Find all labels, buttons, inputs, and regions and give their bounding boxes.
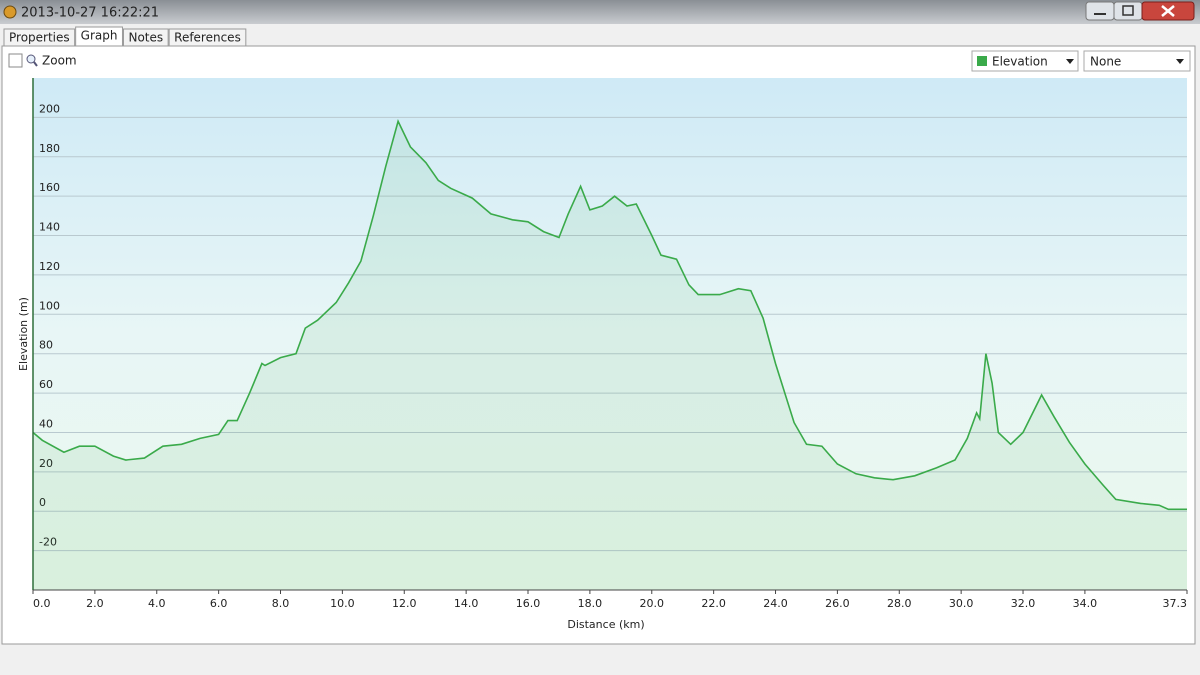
chart: -20 0 20 40 60 80 100 120 140 160 180 200 0.0 2.0 4.0 6…	[32, 78, 1188, 610]
x-tick-label: 10.0	[330, 597, 355, 610]
x-tick-label: 4.0	[148, 597, 166, 610]
y-tick-label: 20	[39, 457, 53, 470]
x-tick-label: 14.0	[454, 597, 479, 610]
x-tick-label: 26.0	[825, 597, 850, 610]
y-tick-label: 60	[39, 378, 53, 391]
window-title: 2013-10-27 16:22:21	[21, 6, 159, 21]
x-tick-label: 24.0	[763, 597, 788, 610]
zoom-icon-handle	[33, 61, 38, 67]
dropdown-arrow	[1066, 59, 1074, 64]
x-tick-label: 8.0	[272, 597, 290, 610]
x-tick-label: 37.3	[1163, 597, 1188, 610]
close-glyph	[1161, 5, 1175, 17]
x-tick-label: 34.0	[1073, 597, 1098, 610]
y-tick-label: 100	[39, 299, 60, 312]
x-tick-label: 30.0	[949, 597, 974, 610]
dropdown-arrow	[1176, 59, 1184, 64]
tab-strip: Properties Graph Notes References	[3, 26, 247, 47]
tab-label: Properties	[9, 31, 70, 45]
y-tick-label: 120	[39, 260, 60, 273]
series-dropdown[interactable]	[971, 50, 1079, 72]
zoom-checkbox[interactable]	[8, 53, 23, 68]
y-axis-title: Elevation (m)	[17, 297, 30, 371]
zoom-icon	[26, 54, 36, 64]
y-tick-label: 80	[39, 339, 53, 352]
x-tick-label: 0.0	[33, 597, 51, 610]
app-icon	[3, 5, 17, 19]
tab-label: References	[174, 31, 241, 45]
x-tick-label: 16.0	[516, 597, 541, 610]
y-tick-label: 200	[39, 102, 60, 115]
y-tick-label: 0	[39, 496, 46, 509]
x-tick-label: 18.0	[578, 597, 603, 610]
plot-area	[33, 78, 1187, 590]
second-series-dropdown[interactable]	[1083, 50, 1191, 72]
restore-button[interactable]	[1113, 1, 1143, 21]
x-tick-label: 28.0	[887, 597, 912, 610]
y-tick-label: 40	[39, 417, 53, 430]
x-tick-label: 20.0	[640, 597, 665, 610]
x-tick-label: 32.0	[1011, 597, 1036, 610]
legend-swatch	[977, 56, 987, 66]
tab-label: Graph	[81, 29, 118, 43]
y-tick-label: -20	[39, 536, 57, 549]
x-tick-label: 2.0	[86, 597, 104, 610]
x-tick-label: 22.0	[701, 597, 726, 610]
tab-label: Notes	[128, 31, 163, 45]
legend-label: Elevation	[992, 55, 1048, 69]
y-tick-label: 160	[39, 181, 60, 194]
restore-glyph	[1122, 5, 1134, 16]
second-series-label: None	[1090, 55, 1121, 69]
title-bar	[0, 0, 1200, 24]
elevation-line	[32, 119, 1187, 511]
zoom-label: Zoom	[42, 54, 77, 68]
y-tick-label: 140	[39, 221, 60, 234]
y-tick-label: 180	[39, 142, 60, 155]
x-axis-title: Distance (km)	[567, 618, 644, 631]
x-tick-label: 6.0	[210, 597, 228, 610]
area-fill	[33, 121, 1187, 591]
x-tick-label: 12.0	[392, 597, 417, 610]
minimize-button[interactable]	[1085, 1, 1115, 21]
